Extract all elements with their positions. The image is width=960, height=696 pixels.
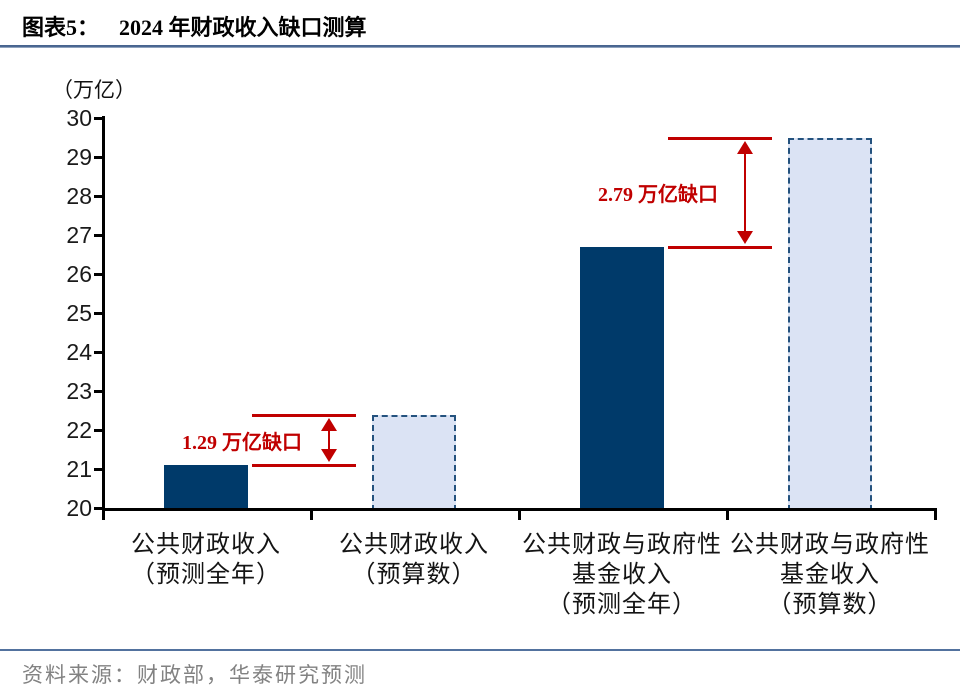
y-axis-unit-label: （万亿） [52, 78, 136, 102]
y-tick-label: 27 [66, 222, 92, 248]
gap-arrow-shaft [744, 145, 746, 239]
y-tick-mark [94, 429, 102, 432]
y-tick-mark [94, 390, 102, 393]
y-tick-label: 25 [66, 300, 92, 326]
y-tick-label: 23 [66, 378, 92, 404]
bar-solid-2 [580, 246, 664, 511]
y-tick-mark [94, 117, 102, 120]
x-category-label: 公共财政收入 （预测全年） [91, 530, 321, 590]
y-axis-line [102, 116, 105, 513]
y-tick-label: 21 [66, 456, 92, 482]
x-category-label: 公共财政与政府性 基金收入 （预算数） [715, 530, 945, 620]
x-tick-mark [934, 511, 937, 520]
footer-divider-line [0, 649, 960, 651]
y-tick-mark [94, 195, 102, 198]
y-tick-mark [94, 234, 102, 237]
x-category-label-line: 基金收入 [572, 562, 672, 588]
x-axis-line [102, 508, 937, 511]
y-tick-mark [94, 273, 102, 276]
x-category-label: 公共财政收入 （预算数） [299, 530, 529, 590]
x-category-label-line: 公共财政与政府性 [522, 532, 722, 558]
bar-solid-0 [164, 465, 248, 511]
x-tick-mark [310, 511, 313, 520]
source-note: 资料来源：财政部，华泰研究预测 [22, 663, 367, 687]
chart-title-text: 2024 年财政收入缺口测算 [119, 15, 367, 40]
x-category-label-line: 基金收入 [780, 562, 880, 588]
bar-dashed-3 [788, 137, 872, 511]
x-category-label-line: （预算数） [351, 562, 477, 588]
y-tick-mark [94, 507, 102, 510]
gap-lower-line [252, 464, 356, 468]
x-category-label-line: （预测全年） [131, 562, 281, 588]
x-tick-mark [726, 511, 729, 520]
y-tick-label: 22 [66, 417, 92, 443]
y-tick-label: 20 [66, 495, 92, 521]
x-category-label-line: 公共财政收入 [131, 532, 281, 558]
x-category-label-line: 公共财政与政府性 [730, 532, 930, 558]
gap-upper-line [252, 413, 356, 417]
y-tick-mark [94, 312, 102, 315]
x-category-label-line: 公共财政收入 [339, 532, 489, 558]
x-tick-mark [518, 511, 521, 520]
gap-arrow-down-head-icon [737, 230, 753, 244]
y-tick-label: 24 [66, 339, 92, 365]
y-tick-mark [94, 468, 102, 471]
x-tick-mark [102, 511, 105, 520]
y-tick-mark [94, 156, 102, 159]
bar-dashed-1 [372, 414, 456, 511]
x-category-label-line: （预算数） [767, 592, 893, 618]
chart-title: 图表5： 2024 年财政收入缺口测算 [22, 10, 367, 42]
y-tick-label: 28 [66, 183, 92, 209]
gap-arrow-up-head-icon [321, 417, 337, 431]
y-tick-mark [94, 351, 102, 354]
gap-upper-line [668, 136, 772, 140]
gap-annotation-label: 1.29 万亿缺口 [182, 431, 302, 454]
x-category-label-line: （预测全年） [547, 592, 697, 618]
gap-arrow-down-head-icon [321, 449, 337, 463]
x-category-label: 公共财政与政府性 基金收入 （预测全年） [507, 530, 737, 620]
gap-arrow-shaft [328, 422, 330, 458]
title-divider-line [0, 45, 960, 48]
gap-arrow-up-head-icon [737, 140, 753, 154]
y-tick-label: 29 [66, 144, 92, 170]
gap-lower-line [668, 245, 772, 249]
y-tick-label: 26 [66, 261, 92, 287]
gap-annotation-label: 2.79 万亿缺口 [598, 184, 718, 207]
y-tick-label: 30 [66, 105, 92, 131]
chart-title-prefix: 图表5： [22, 15, 100, 40]
